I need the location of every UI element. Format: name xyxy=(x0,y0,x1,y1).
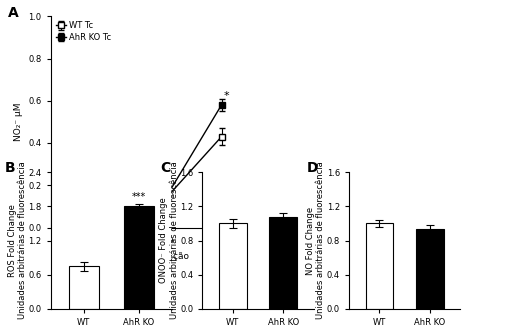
Text: D: D xyxy=(306,161,318,175)
Text: C: C xyxy=(160,161,170,175)
Bar xyxy=(365,224,393,309)
Text: A: A xyxy=(8,6,19,20)
Bar xyxy=(124,206,154,309)
Text: B: B xyxy=(5,161,15,175)
Bar xyxy=(415,229,443,309)
Y-axis label: NO Fold Change
Unidades arbitrárias de fluorescência: NO Fold Change Unidades arbitrárias de f… xyxy=(306,162,325,319)
Legend: WT Tc, AhR KO Tc: WT Tc, AhR KO Tc xyxy=(55,20,112,43)
Y-axis label: ROS Fold Change
Unidades arbitrárias de fluorescência: ROS Fold Change Unidades arbitrárias de … xyxy=(8,162,27,319)
Bar xyxy=(68,266,98,309)
Y-axis label: ONOO⁻ Fold Change
Unidades arbitrárias de fluorescência: ONOO⁻ Fold Change Unidades arbitrárias d… xyxy=(159,162,178,319)
Y-axis label: NO₂⁻ μM: NO₂⁻ μM xyxy=(14,103,23,141)
Text: ***: *** xyxy=(131,192,146,202)
Text: *: * xyxy=(223,91,229,101)
Bar xyxy=(218,224,246,309)
X-axis label: Dias após infecção: Dias após infecção xyxy=(104,251,189,261)
Bar xyxy=(269,217,296,309)
